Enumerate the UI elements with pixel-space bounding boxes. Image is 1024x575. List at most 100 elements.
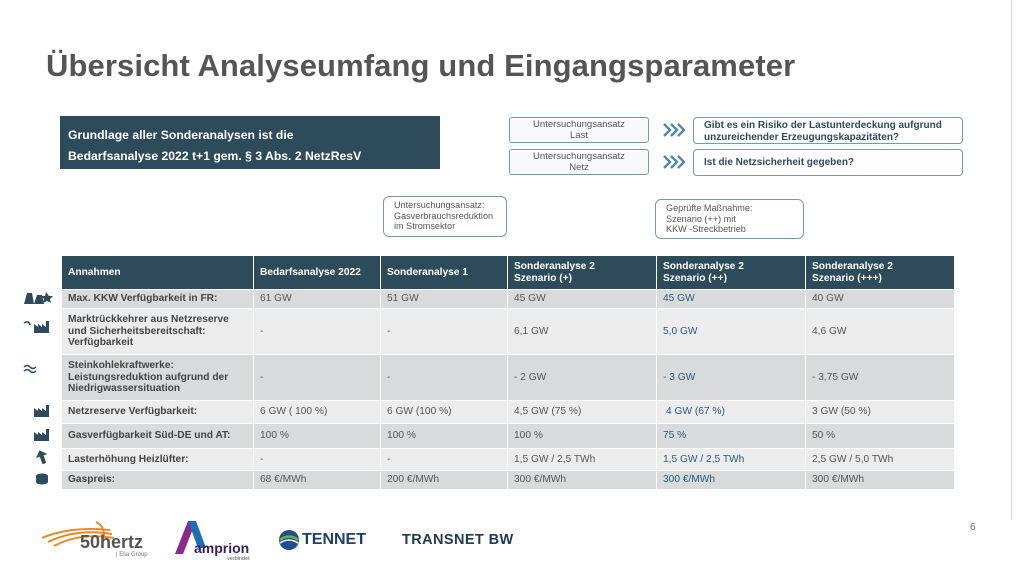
table-cell: 2,5 GW / 5,0 TWh xyxy=(805,448,955,471)
table-cell: 45 GW xyxy=(656,289,806,309)
table-cell: - xyxy=(380,448,508,471)
table-cell: 100 % xyxy=(507,423,657,449)
tennet-globe-icon xyxy=(279,530,299,550)
nuclear-plant-icon xyxy=(24,292,53,304)
note-line: KKW -Streckbetrieb xyxy=(666,224,746,234)
table-cell: - 2 GW xyxy=(507,354,657,401)
table-cell: 50 % xyxy=(805,423,955,449)
table-row: Gaspreis: 68 €/MWh 200 €/MWh 300 €/MWh 3… xyxy=(61,470,955,490)
row-label: Gaspreis: xyxy=(61,470,254,490)
table-cell: 5,0 GW xyxy=(656,308,806,355)
table-cell: 300 €/MWh xyxy=(507,470,657,490)
table-cell: 100 % xyxy=(380,423,508,449)
header-scenario-plus: Sonderanalyse 2 Szenario (+) xyxy=(507,255,657,290)
table-row: Steinkohlekraftwerke: Leistungsreduktion… xyxy=(61,354,955,401)
logo-50hertz-text: 50hertz xyxy=(80,532,144,552)
approach-box-last: Untersuchungsansatz Last xyxy=(509,117,649,143)
table-cell: - xyxy=(253,308,381,355)
logo-amprion-text: amprion xyxy=(194,540,250,556)
logo-50hertz-subtext: | Elia Group xyxy=(116,552,148,558)
table-cell: 4,6 GW xyxy=(805,308,955,355)
coins-icon xyxy=(36,473,48,485)
logo-amprion-subtext: verbindet xyxy=(227,556,250,562)
table-cell: - 3 GW xyxy=(656,354,806,401)
logo-50hertz: 50hertz | Elia Group xyxy=(40,518,150,564)
table-row: Gasverfügbarkeit Süd-DE und AT: 100 % 10… xyxy=(61,423,955,449)
chevron-right-icon xyxy=(663,155,686,169)
approach-box-netz: Untersuchungsansatz Netz xyxy=(509,149,649,175)
chevron-right-icon xyxy=(663,123,686,137)
table-cell: 1,5 GW / 2,5 TWh xyxy=(656,448,806,471)
table-header-row: Annahmen Bedarfsanalyse 2022 Sonderanaly… xyxy=(61,255,955,290)
table-cell: 300 €/MWh xyxy=(656,470,806,490)
table-cell: 200 €/MWh xyxy=(380,470,508,490)
table-cell: 300 €/MWh xyxy=(805,470,955,490)
page-title: Übersicht Analyseumfang und Eingangspara… xyxy=(46,48,796,83)
row-label: Marktrückkehrer aus Netzreserve und Sich… xyxy=(61,308,254,355)
hertz-swoosh-icon xyxy=(41,521,115,547)
table-cell: 61 GW xyxy=(253,289,381,309)
table-cell: 6 GW ( 100 %) xyxy=(253,400,381,424)
table-cell: - xyxy=(380,354,508,401)
question-line2: unzureichender Erzeugungskapazitäten? xyxy=(704,131,900,143)
page-number: 6 xyxy=(970,522,976,533)
table-cell: - xyxy=(253,448,381,471)
table-cell: 45 GW xyxy=(507,289,657,309)
table-cell: 51 GW xyxy=(380,289,508,309)
table-cell: 6 GW (100 %) xyxy=(380,400,508,424)
table-cell: 1,5 GW / 2,5 TWh xyxy=(507,448,657,471)
table-cell: 40 GW xyxy=(805,289,955,309)
table-cell: - xyxy=(380,308,508,355)
approach-label-line1: Untersuchungsansatz xyxy=(533,119,625,130)
question-line1: Ist die Netzsicherheit gegeben? xyxy=(704,157,855,168)
table-cell: 68 €/MWh xyxy=(253,470,381,490)
approach-label-line1: Untersuchungsansatz xyxy=(533,151,625,162)
table-cell: 3 GW (50 %) xyxy=(805,400,955,424)
approach-label-line2: Last xyxy=(570,130,588,141)
logo-tennet-text: TENNET xyxy=(302,531,366,548)
note-line: Szenario (++) mit xyxy=(666,213,736,224)
header-bedarfsanalyse: Bedarfsanalyse 2022 xyxy=(253,255,381,290)
table-cell: - xyxy=(253,354,381,401)
note-line: Geprüfte Maßnahme: xyxy=(666,203,753,213)
table-cell: 6,1 GW xyxy=(507,308,657,355)
approach-label-line2: Netz xyxy=(569,162,589,173)
table-row: Marktrückkehrer aus Netzreserve und Sich… xyxy=(61,308,955,355)
table-cell: 100 % xyxy=(253,423,381,449)
header-annahmen: Annahmen xyxy=(61,255,254,290)
header-sonderanalyse-1: Sonderanalyse 1 xyxy=(380,255,508,290)
row-label: Lasterhöhung Heizlüfter: xyxy=(61,448,254,471)
table-row: Netzreserve Verfügbarkeit: 6 GW ( 100 %)… xyxy=(61,400,955,424)
basis-box: Grundlage aller Sonderanalysen ist die B… xyxy=(60,116,440,169)
table-cell: - 3,75 GW xyxy=(805,354,955,401)
water-waves-icon xyxy=(23,364,37,374)
header-scenario-plusplusplus: Sonderanalyse 2 Szenario (+++) xyxy=(805,255,955,290)
logo-tennet: TENNET xyxy=(278,528,378,554)
note-gas-reduction: Untersuchungsansatz: Gasverbrauchsredukt… xyxy=(383,196,507,237)
logo-transnet: TRANSNET BW xyxy=(402,532,522,552)
row-label: Gasverfügbarkeit Süd-DE und AT: xyxy=(61,423,254,449)
row-label: Max. KKW Verfügbarkeit in FR: xyxy=(61,289,254,309)
note-line: Gasverbrauchsreduktion xyxy=(394,210,494,221)
table-row: Lasterhöhung Heizlüfter: - - 1,5 GW / 2,… xyxy=(61,448,955,471)
arrow-up-icon xyxy=(36,450,48,465)
factory-icon xyxy=(34,405,49,417)
note-line: Untersuchungsansatz: xyxy=(394,200,485,210)
amprion-mark-icon xyxy=(175,521,206,554)
basis-line-1: Grundlage aller Sonderanalysen ist die xyxy=(68,128,294,142)
question-box-last: Gibt es ein Risiko der Lastunterdeckung … xyxy=(693,117,963,144)
note-line: im Stromsektor xyxy=(394,221,456,231)
note-tested-measure: Geprüfte Maßnahme: Szenario (++) mit KKW… xyxy=(655,199,804,239)
table-cell: 4 GW (67 %) xyxy=(656,400,806,424)
assumptions-table: Annahmen Bedarfsanalyse 2022 Sonderanaly… xyxy=(61,255,955,490)
basis-line-2: Bedarfsanalyse 2022 t+1 gem. § 3 Abs. 2 … xyxy=(68,149,362,163)
right-edge-line xyxy=(1011,0,1012,520)
row-label: Netzreserve Verfügbarkeit: xyxy=(61,400,254,424)
table-cell: 4,5 GW (75 %) xyxy=(507,400,657,424)
logo-amprion: amprion verbindet xyxy=(172,518,257,564)
row-label: Steinkohlekraftwerke: Leistungsreduktion… xyxy=(61,354,254,401)
table-row: Max. KKW Verfügbarkeit in FR: 61 GW 51 G… xyxy=(61,289,955,309)
question-box-netz: Ist die Netzsicherheit gegeben? xyxy=(693,149,963,176)
question-line1: Gibt es ein Risiko der Lastunterdeckung … xyxy=(704,120,942,131)
gas-plant-icon xyxy=(34,429,49,441)
